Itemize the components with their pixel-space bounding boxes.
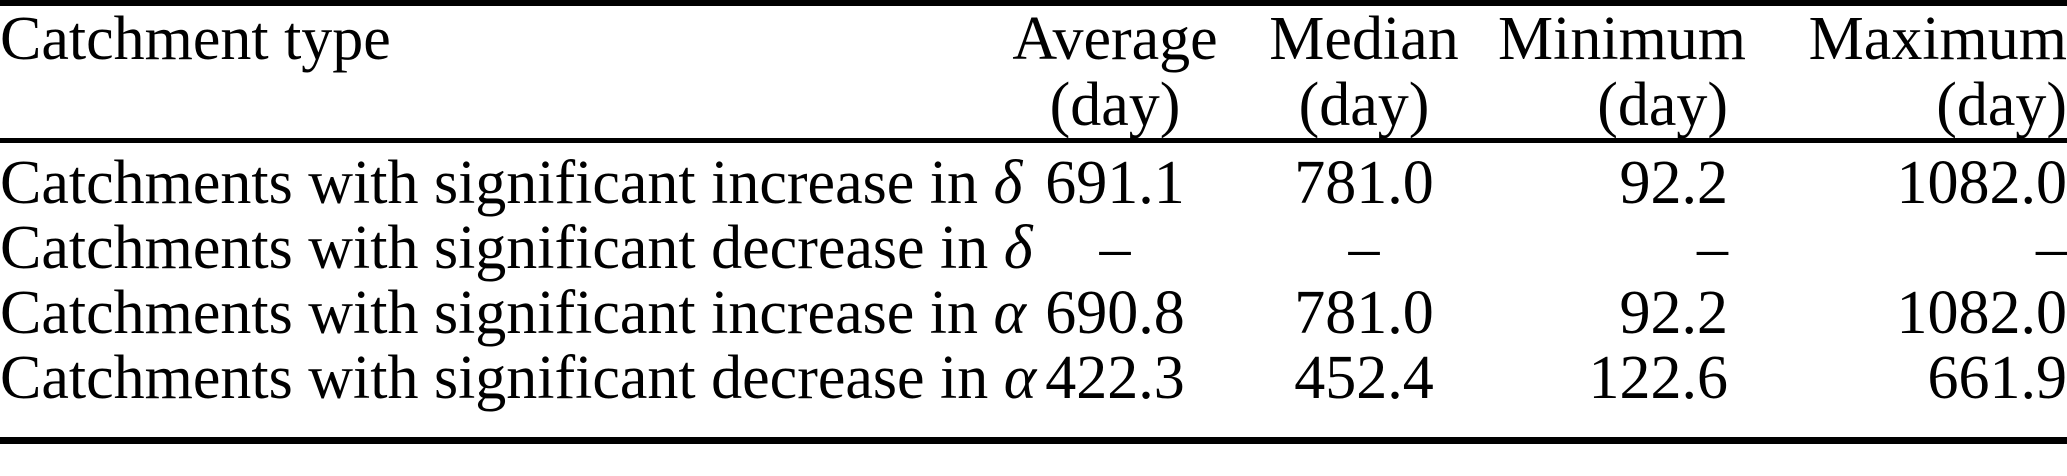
header-unit: (day) <box>1049 71 1181 139</box>
header-label: Average <box>1012 5 1218 73</box>
header-label: Maximum <box>1808 5 2067 73</box>
cell-median: – <box>1348 214 1380 282</box>
cell-average: 690.8 <box>1045 279 1185 347</box>
column-header-minimum: Minimum (day) <box>1498 3 1747 143</box>
header-label: Catchment type <box>0 5 391 73</box>
cell-average: – <box>1099 214 1131 282</box>
table-body: Catchments with significant increase in … <box>0 141 2067 441</box>
row-label: Catchments with significant decrease in <box>0 214 1004 282</box>
row-label: Catchments with significant decrease in <box>0 344 1004 412</box>
header-unit: (day) <box>1597 71 1728 139</box>
header-unit: (day) <box>1298 71 1430 139</box>
row-label: Catchments with significant increase in <box>0 279 994 347</box>
cell-maximum: – <box>2036 214 2067 282</box>
cell-median: 781.0 <box>1294 149 1434 217</box>
alpha-symbol: α <box>993 279 1026 347</box>
column-header-maximum: Maximum (day) <box>1728 3 2067 143</box>
cell-minimum: – <box>1697 214 1728 282</box>
delta-symbol: δ <box>1003 214 1033 282</box>
table-row-increase-delta: Catchments with significant increase in … <box>0 141 2067 217</box>
table-header: Catchment type Average (day) Median (day… <box>0 3 2067 143</box>
table-row-decrease-alpha: Catchments with significant decrease in … <box>0 346 2067 441</box>
table-row-decrease-delta: Catchments with significant decrease in … <box>0 216 2067 281</box>
column-header-median: Median (day) <box>1230 3 1498 143</box>
cell-minimum: 92.2 <box>1619 279 1729 347</box>
cell-average: 691.1 <box>1045 149 1185 217</box>
cell-minimum: 92.2 <box>1619 149 1729 217</box>
cell-maximum: 661.9 <box>1927 344 2067 412</box>
header-row: Catchment type Average (day) Median (day… <box>0 3 2067 143</box>
cell-minimum: 122.6 <box>1588 344 1729 412</box>
alpha-symbol: α <box>1003 344 1037 412</box>
cell-catchment-type: Catchments with significant increase in … <box>0 279 1026 347</box>
column-header-average: Average (day) <box>1000 3 1230 143</box>
cell-median: 781.0 <box>1294 279 1434 347</box>
cell-average: 422.3 <box>1045 344 1185 412</box>
table-row-increase-alpha: Catchments with significant increase in … <box>0 281 2067 346</box>
delta-symbol: δ <box>993 149 1023 217</box>
cell-catchment-type: Catchments with significant decrease in … <box>0 346 1036 441</box>
column-header-catchment-type: Catchment type <box>0 3 1000 143</box>
header-label: Median <box>1269 5 1459 73</box>
cell-catchment-type: Catchments with significant decrease in … <box>0 216 1033 281</box>
cell-catchment-type: Catchments with significant increase in … <box>0 141 1022 217</box>
row-label: Catchments with significant increase in <box>0 149 994 217</box>
cell-maximum: 1082.0 <box>1896 149 2067 217</box>
header-unit: (day) <box>1936 71 2067 139</box>
cell-median: 452.4 <box>1294 344 1434 412</box>
catchment-statistics-table: Catchment type Average (day) Median (day… <box>0 0 2067 444</box>
header-label: Minimum <box>1498 5 1747 73</box>
cell-maximum: 1082.0 <box>1896 279 2067 347</box>
